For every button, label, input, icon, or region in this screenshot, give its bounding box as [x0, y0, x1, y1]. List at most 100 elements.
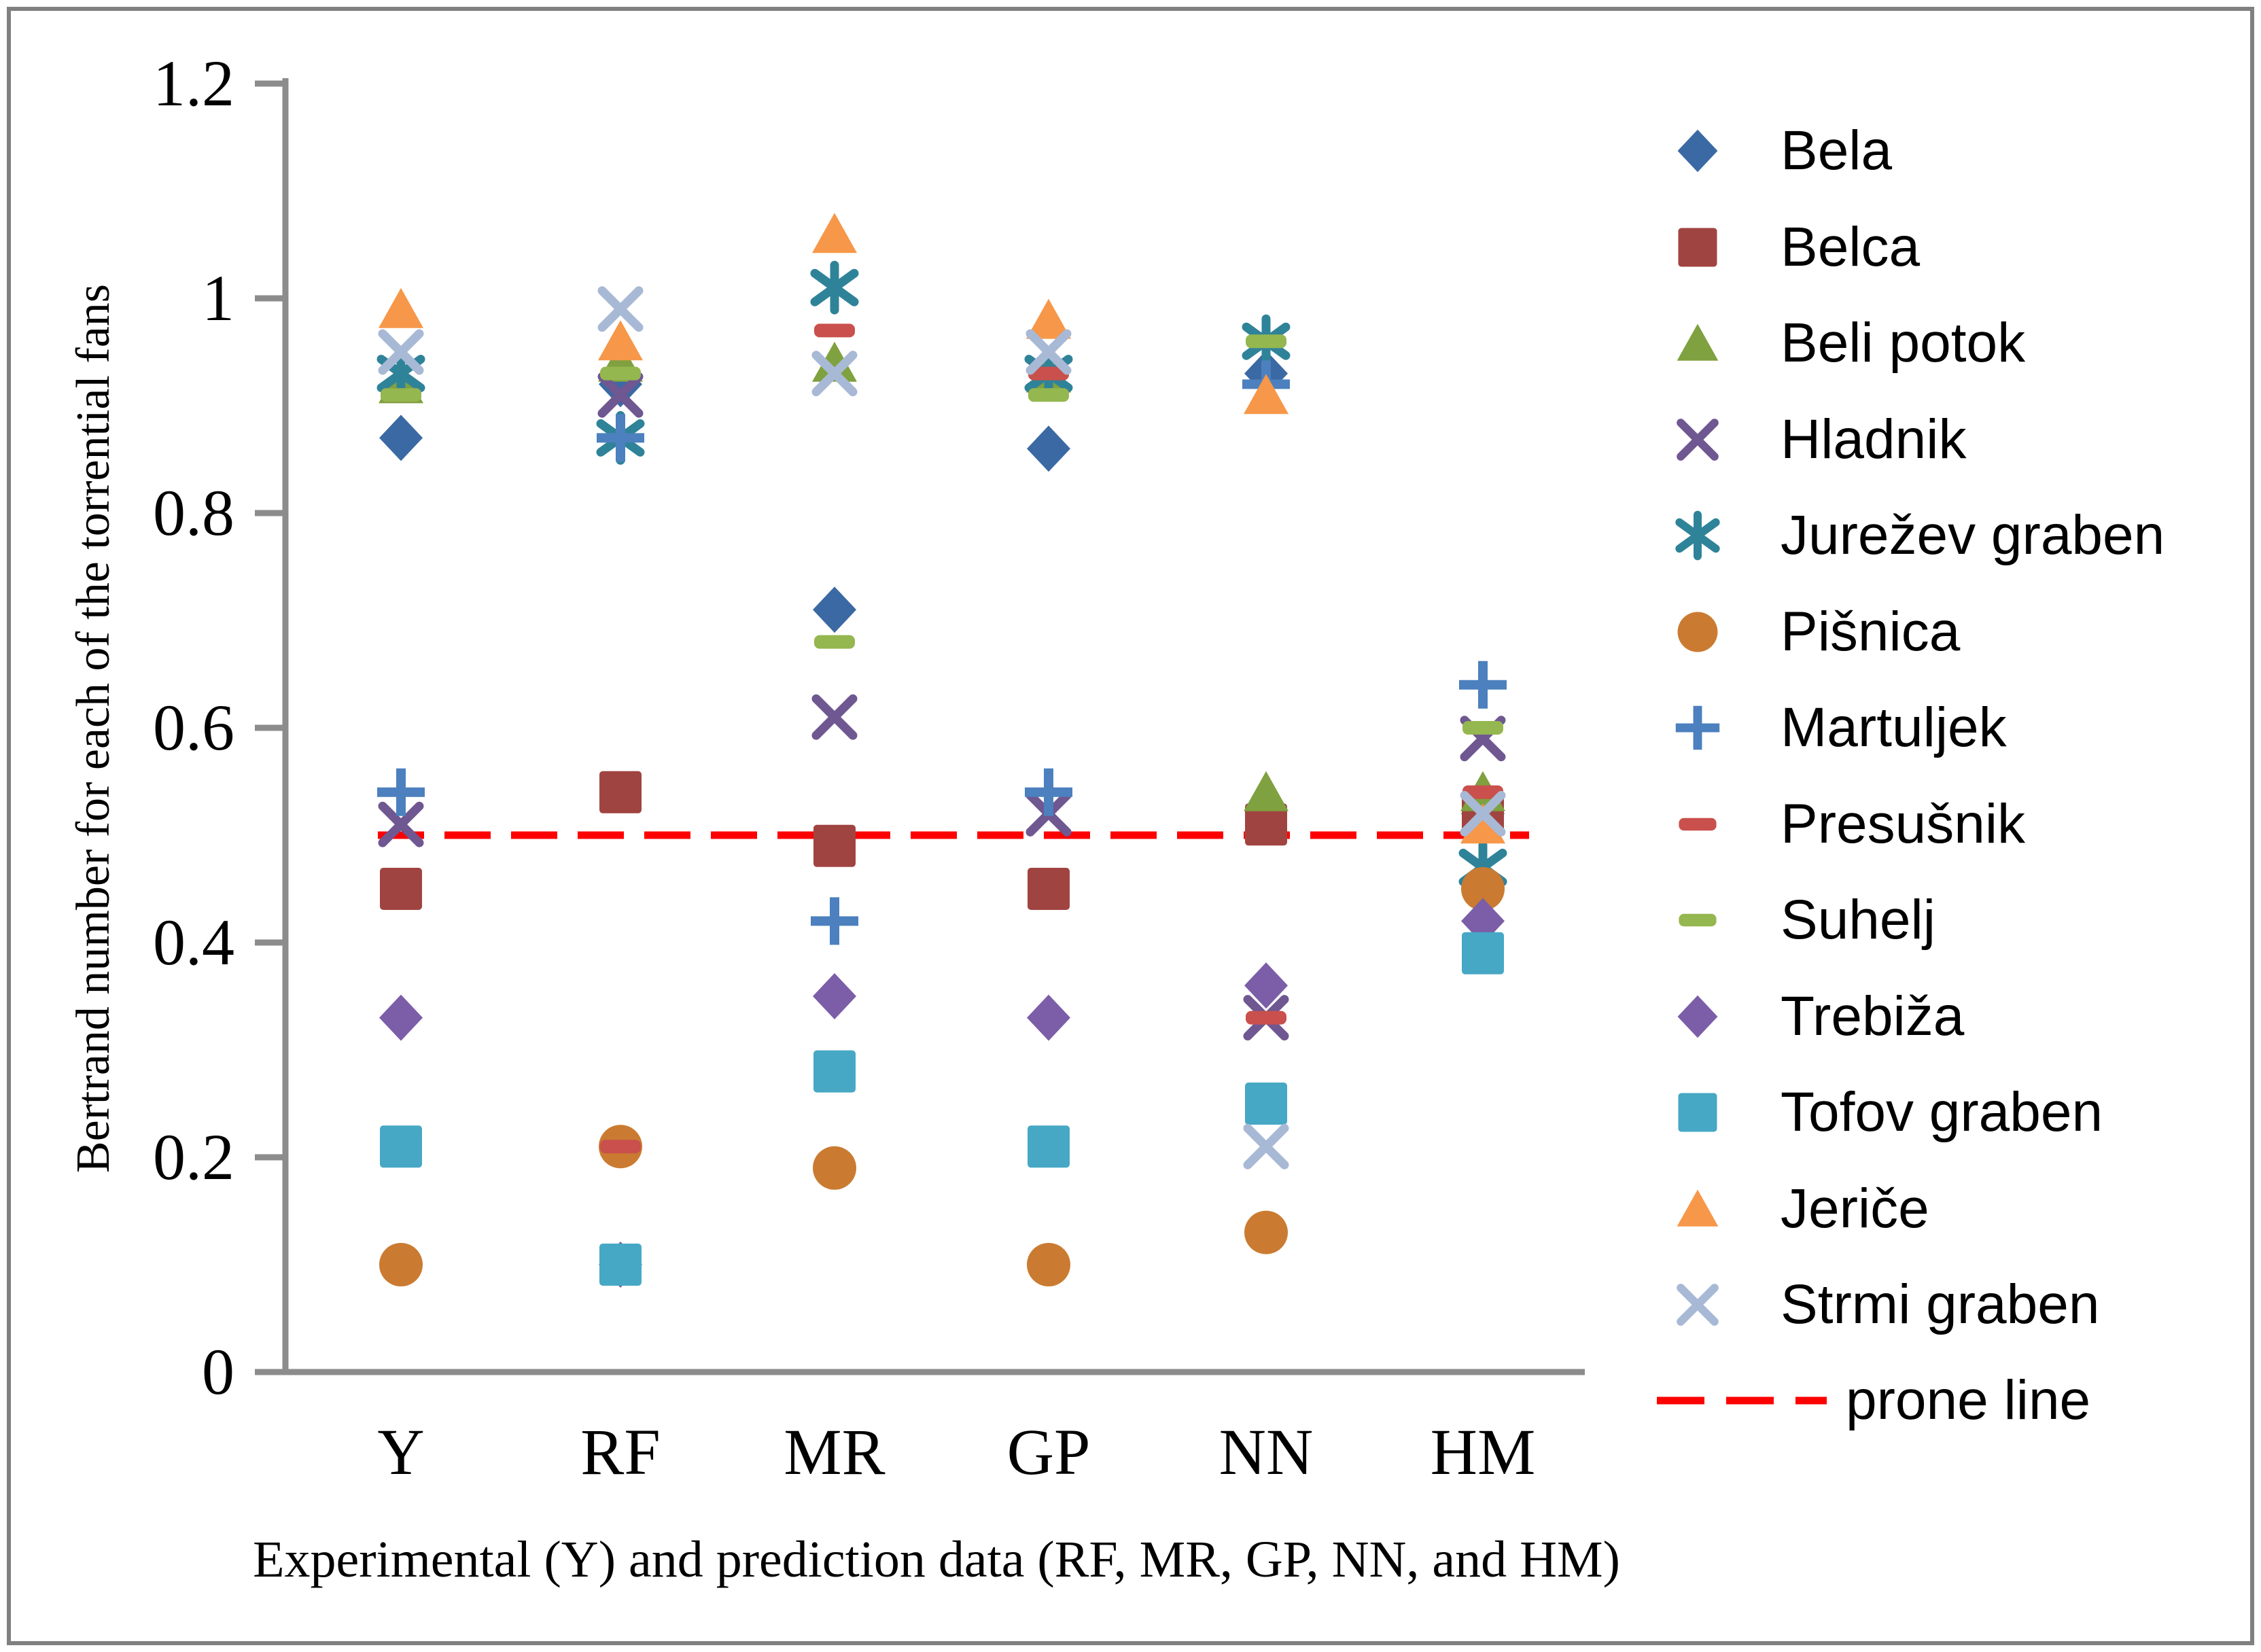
data-point — [811, 351, 858, 397]
legend-label: Suhelj — [1781, 889, 1935, 951]
x-tick-label-mr: MR — [784, 1416, 886, 1488]
data-point — [1461, 867, 1505, 911]
x-icon — [1677, 1284, 1719, 1326]
data-point — [1025, 768, 1072, 816]
x-tick-label-y: Y — [377, 1416, 425, 1488]
y-tick-label: 0.2 — [153, 1121, 234, 1193]
y-tick-label: 1.2 — [153, 47, 234, 120]
data-point — [813, 586, 856, 633]
data-point — [378, 801, 424, 847]
data-point — [1028, 388, 1069, 402]
data-point — [379, 415, 423, 461]
x-axis-title: Experimental (Y) and prediction data (RF… — [253, 1531, 1620, 1588]
y-tick-label: 0.6 — [153, 691, 234, 764]
data-point — [813, 1146, 856, 1190]
data-point — [1244, 771, 1289, 811]
legend-item-trebi-a: Trebiža — [1657, 976, 1964, 1057]
data-point — [1026, 329, 1072, 375]
legend-item-presu-nik: Presušnik — [1657, 784, 2025, 865]
data-point — [1460, 790, 1506, 837]
x-tick-label-gp: GP — [1006, 1416, 1091, 1488]
square-icon — [1678, 1093, 1717, 1132]
y-tick-label: 0 — [202, 1335, 234, 1408]
legend-item-bela: Bela — [1657, 110, 1892, 192]
plus-icon — [1675, 705, 1720, 750]
diamond-icon — [1677, 995, 1718, 1038]
data-point — [813, 973, 856, 1019]
series-pi-nica — [379, 867, 1505, 1286]
legend-label: Belca — [1781, 215, 1921, 278]
y-tick-label: 0.4 — [153, 906, 234, 979]
data-point — [378, 329, 424, 375]
data-point — [1027, 425, 1070, 472]
asterisk-icon — [1675, 510, 1720, 561]
data-point — [1246, 1010, 1286, 1025]
data-point — [381, 388, 421, 402]
triangle-icon — [1677, 323, 1719, 361]
data-point — [811, 694, 858, 740]
data-point — [1243, 1123, 1289, 1170]
data-point — [812, 341, 857, 382]
data-point — [380, 1125, 422, 1168]
series-jeri-e — [379, 213, 1505, 844]
x-tick-label-nn: NN — [1219, 1416, 1314, 1488]
data-point — [813, 824, 856, 867]
legend-item-tofov-graben: Tofov graben — [1657, 1072, 2103, 1153]
legend-label: Tofov graben — [1781, 1081, 2103, 1143]
legend-item-hladnik: Hladnik — [1657, 399, 1966, 480]
data-point — [814, 635, 855, 649]
legend-item-belca: Belca — [1657, 207, 1920, 288]
legend-label: Jurežev graben — [1781, 504, 2165, 566]
legend-item-strmi-graben: Strmi graben — [1657, 1264, 2099, 1346]
legend-label: Pišnica — [1781, 600, 1961, 663]
legend-label: Beli potok — [1781, 312, 2026, 374]
data-point — [598, 320, 643, 361]
data-point — [1244, 1210, 1288, 1254]
legend-item-jeri-e: Jeriče — [1657, 1168, 1929, 1250]
data-point — [379, 287, 423, 328]
data-point — [377, 768, 425, 816]
series-bela — [379, 350, 1505, 837]
legend-item-beli-potok: Beli potok — [1657, 302, 2025, 384]
data-point — [599, 771, 642, 813]
legend-label: Strmi graben — [1781, 1273, 2100, 1335]
data-point — [1028, 868, 1070, 910]
data-point — [1246, 334, 1286, 349]
legend-label: Hladnik — [1781, 408, 1967, 470]
data-point — [1026, 298, 1071, 339]
data-point — [599, 1244, 642, 1286]
data-point — [1244, 374, 1289, 415]
data-point — [1462, 785, 1503, 799]
triangle-icon — [1677, 1189, 1719, 1227]
legend-label: Jeriče — [1781, 1177, 1929, 1240]
axes — [255, 78, 1585, 1375]
square-icon — [1678, 227, 1717, 267]
data-point — [380, 868, 422, 910]
legend-label: Trebiža — [1781, 985, 1965, 1047]
legend-label: Bela — [1781, 120, 1893, 181]
data-point — [379, 994, 423, 1041]
data-point — [1028, 366, 1069, 381]
data-point — [1028, 1125, 1070, 1168]
dashed-line-icon — [1657, 1396, 1827, 1405]
data-point — [1245, 803, 1287, 846]
legend-item-pi-nica: Pišnica — [1657, 591, 1960, 673]
data-point — [1462, 932, 1504, 974]
data-point — [597, 414, 644, 462]
x-tick-label-rf: RF — [580, 1416, 661, 1488]
legend-item-prone-line: prone line — [1657, 1369, 2090, 1433]
data-point — [1027, 1243, 1070, 1286]
data-point — [1459, 661, 1507, 709]
series-suhelj — [381, 334, 1503, 735]
legend-item-martuljek: Martuljek — [1657, 687, 2007, 769]
data-point — [597, 372, 644, 418]
legend-item-jure-ev-graben: Jurežev graben — [1657, 495, 2164, 576]
dash-icon — [1679, 818, 1717, 830]
data-point — [810, 260, 859, 315]
data-point — [1460, 803, 1505, 844]
data-point — [1462, 721, 1503, 735]
series-trebi-a — [379, 898, 1505, 1288]
data-point — [1027, 994, 1070, 1041]
data-point — [379, 1243, 423, 1286]
